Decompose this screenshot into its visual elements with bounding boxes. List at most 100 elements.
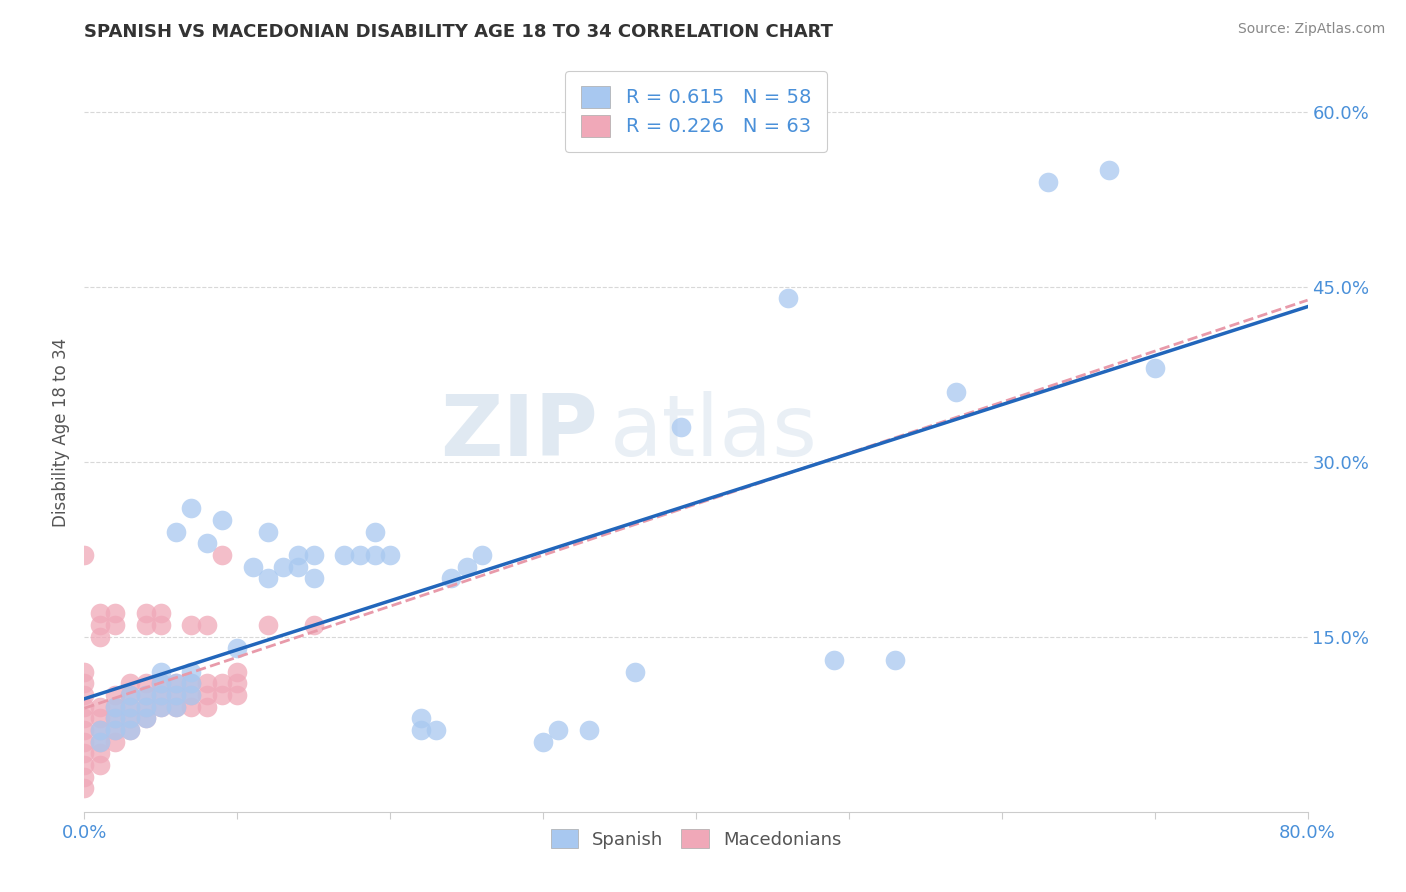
Point (89, 723, 111, 737)
Point (257, 618, 280, 632)
Point (89, 723, 111, 737)
Point (120, 711, 142, 725)
Point (180, 688, 202, 702)
Point (149, 699, 172, 714)
Point (120, 676, 142, 690)
Point (89, 607, 111, 621)
Point (135, 688, 157, 702)
Point (425, 723, 447, 737)
Point (364, 524, 387, 539)
Point (211, 513, 233, 527)
Point (302, 548, 325, 562)
Point (180, 665, 202, 679)
Point (1098, 163, 1121, 178)
Point (104, 607, 127, 621)
Point (149, 665, 172, 679)
Text: SPANISH VS MACEDONIAN DISABILITY AGE 18 TO 34 CORRELATION CHART: SPANISH VS MACEDONIAN DISABILITY AGE 18 … (84, 23, 834, 41)
Point (135, 607, 157, 621)
Point (149, 607, 172, 621)
Point (120, 688, 142, 702)
Point (165, 676, 187, 690)
Point (195, 536, 218, 550)
Text: atlas: atlas (610, 391, 818, 475)
Point (120, 723, 142, 737)
Point (104, 735, 127, 749)
Point (104, 699, 127, 714)
Point (349, 548, 371, 562)
Point (120, 723, 142, 737)
Point (73, 747, 96, 761)
Point (195, 688, 218, 702)
Point (104, 711, 127, 725)
Point (211, 676, 233, 690)
Point (776, 292, 799, 306)
Point (180, 676, 202, 690)
Point (149, 618, 172, 632)
Point (135, 711, 157, 725)
Point (409, 711, 432, 725)
Point (333, 548, 356, 562)
Point (120, 711, 142, 725)
Point (180, 501, 202, 516)
Point (104, 723, 127, 737)
Legend: Spanish, Macedonians: Spanish, Macedonians (543, 822, 849, 855)
Point (135, 688, 157, 702)
Point (226, 641, 249, 656)
Point (287, 559, 309, 574)
Point (104, 711, 127, 725)
Point (165, 699, 187, 714)
Point (149, 676, 172, 690)
Point (73, 758, 96, 772)
Point (73, 711, 96, 725)
Point (211, 548, 233, 562)
Point (73, 735, 96, 749)
Point (195, 676, 218, 690)
Point (165, 688, 187, 702)
Point (226, 688, 249, 702)
Point (226, 665, 249, 679)
Point (73, 699, 96, 714)
Point (73, 548, 96, 562)
Point (1036, 175, 1059, 189)
Point (135, 699, 157, 714)
Point (73, 723, 96, 737)
Point (271, 559, 294, 574)
Point (302, 618, 325, 632)
Point (165, 676, 187, 690)
Point (180, 618, 202, 632)
Point (89, 758, 111, 772)
Point (89, 735, 111, 749)
Point (73, 688, 96, 702)
Point (180, 688, 202, 702)
Point (104, 699, 127, 714)
Point (165, 699, 187, 714)
Point (89, 618, 111, 632)
Point (364, 548, 387, 562)
Point (547, 723, 569, 737)
Point (456, 559, 478, 574)
Point (669, 419, 692, 434)
Point (120, 699, 142, 714)
Point (823, 653, 845, 667)
Point (135, 711, 157, 725)
Point (89, 711, 111, 725)
Point (135, 699, 157, 714)
Point (135, 676, 157, 690)
Point (73, 770, 96, 784)
Point (120, 699, 142, 714)
Point (578, 723, 600, 737)
Text: Source: ZipAtlas.com: Source: ZipAtlas.com (1237, 22, 1385, 37)
Point (257, 571, 280, 585)
Point (135, 618, 157, 632)
Point (165, 524, 187, 539)
Point (1143, 361, 1166, 376)
Point (226, 676, 249, 690)
Point (165, 688, 187, 702)
Point (73, 781, 96, 796)
Point (883, 653, 905, 667)
Point (287, 548, 309, 562)
Point (149, 699, 172, 714)
Point (89, 699, 111, 714)
Point (211, 688, 233, 702)
Point (73, 665, 96, 679)
